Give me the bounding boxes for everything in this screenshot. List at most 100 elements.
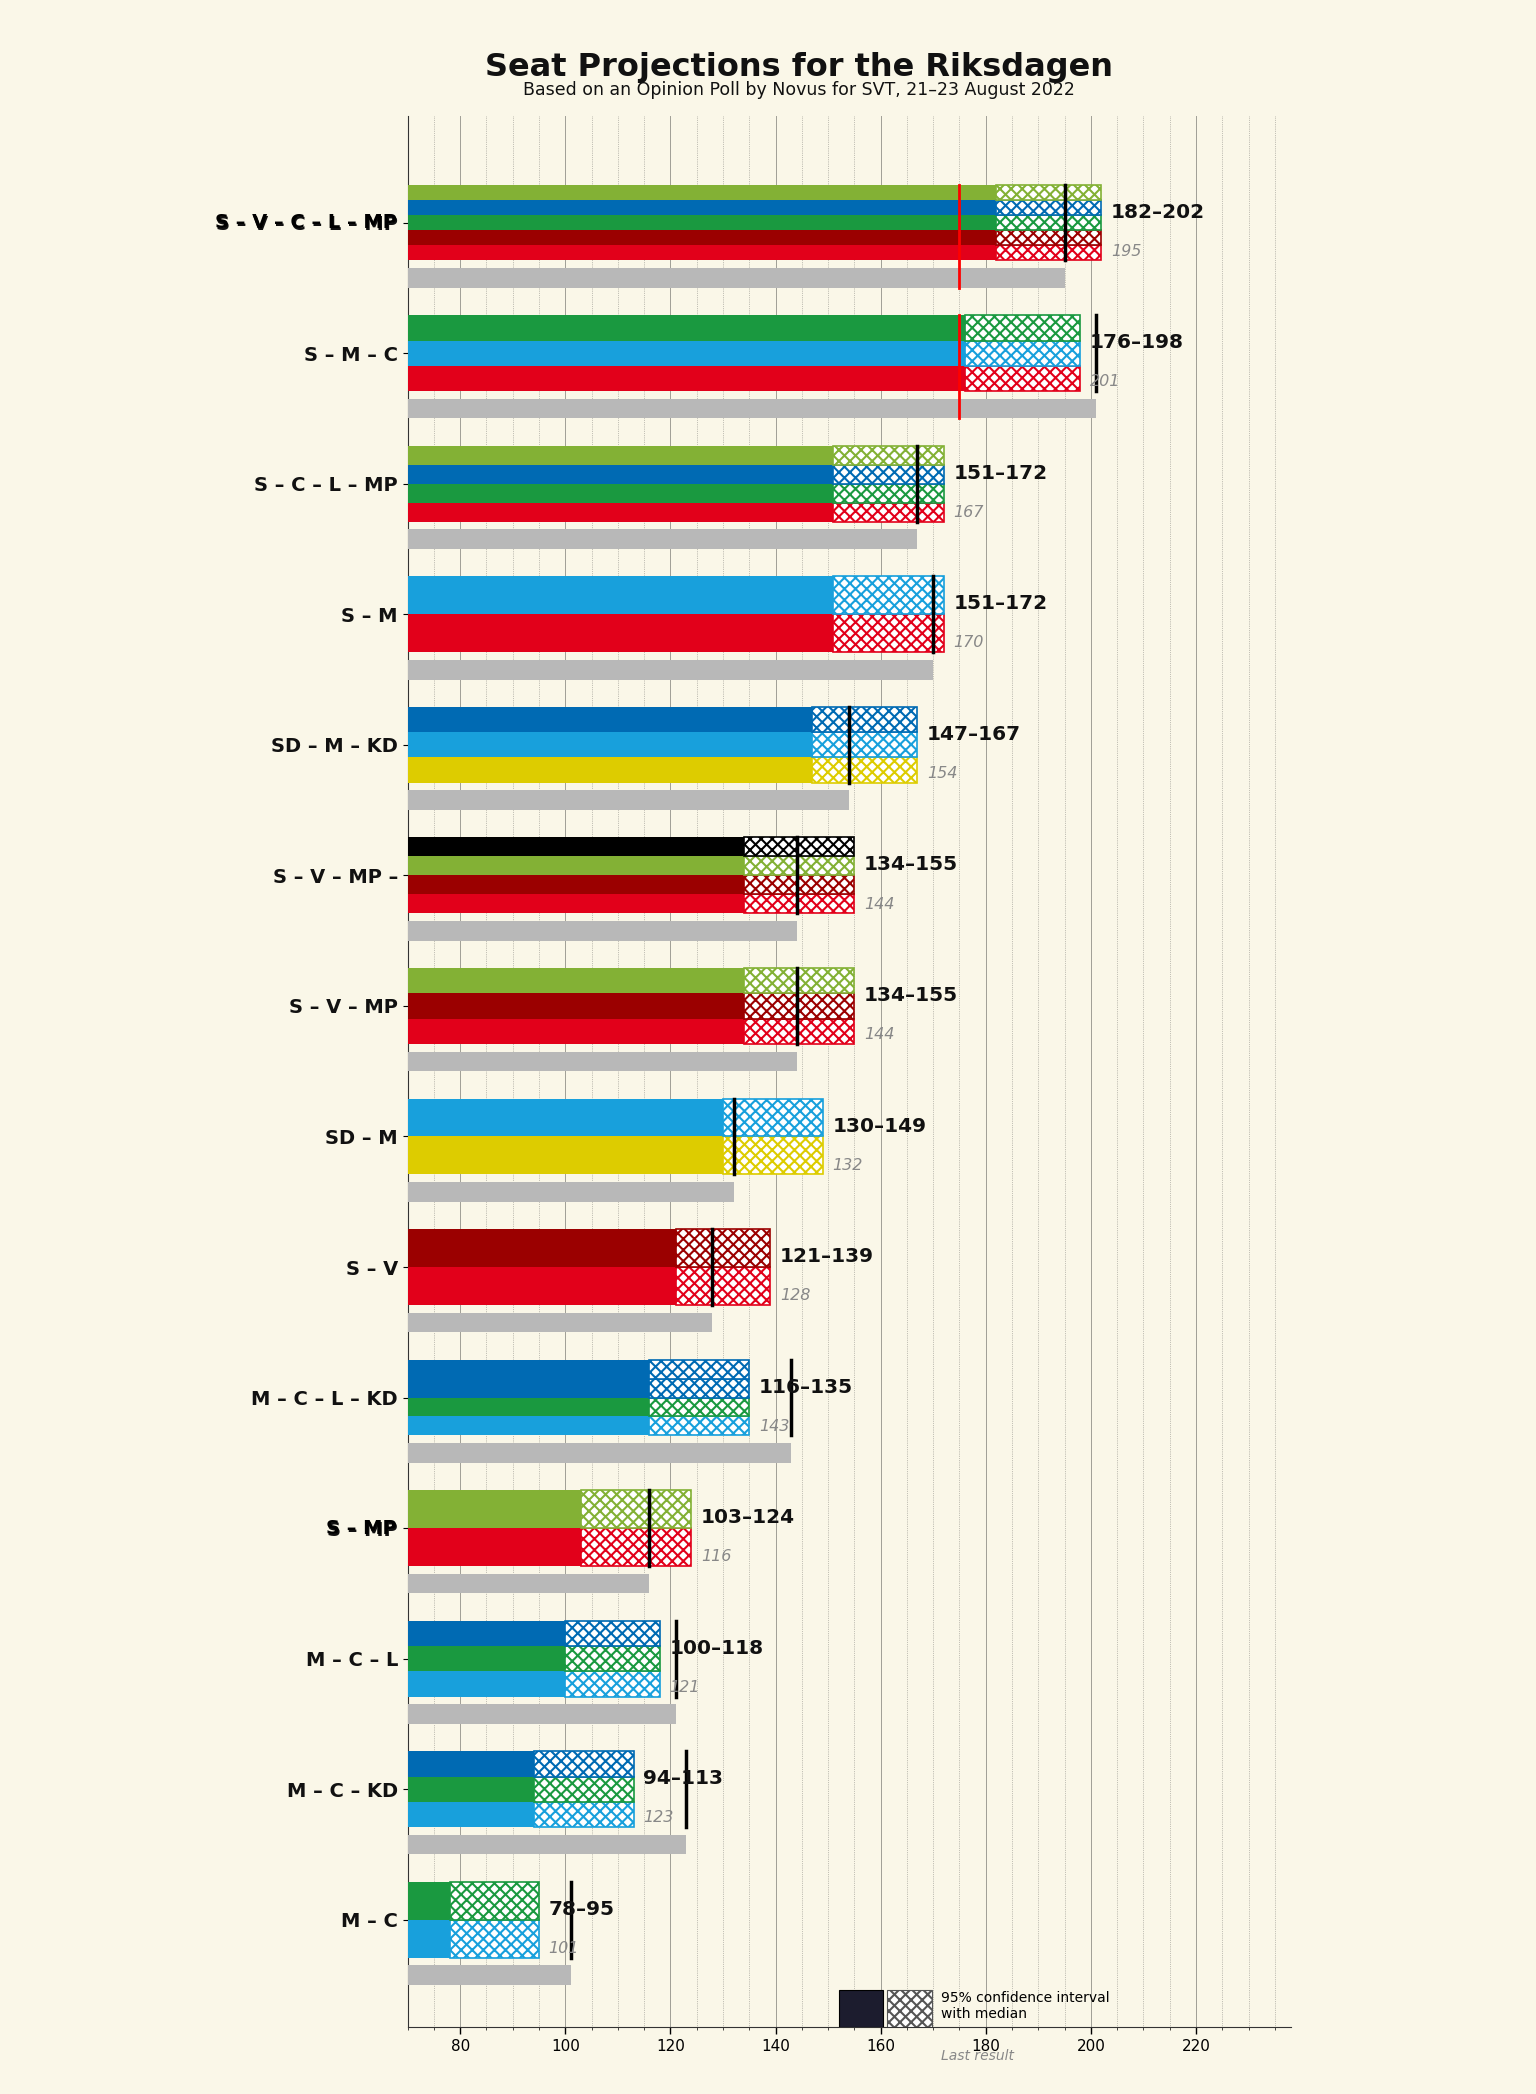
Bar	[407, 856, 743, 875]
Bar	[723, 1099, 823, 1137]
Bar	[565, 1621, 660, 1646]
Bar	[407, 268, 1064, 287]
Text: 101: 101	[548, 1941, 579, 1956]
Text: 121: 121	[670, 1679, 700, 1694]
Bar	[407, 1529, 581, 1566]
Text: Seat Projections for the Riksdagen: Seat Projections for the Riksdagen	[485, 52, 1112, 82]
Bar	[407, 1137, 723, 1175]
Bar	[407, 316, 965, 341]
Bar	[834, 614, 943, 651]
Text: 134–155: 134–155	[863, 986, 958, 1005]
Bar	[407, 341, 965, 366]
Bar	[407, 838, 743, 856]
Bar	[535, 1776, 634, 1801]
Bar	[407, 503, 834, 521]
Bar	[407, 660, 934, 681]
Bar	[650, 1397, 750, 1416]
Bar	[535, 1801, 634, 1828]
Bar	[407, 993, 743, 1018]
Bar	[407, 1883, 450, 1920]
Bar	[407, 199, 997, 216]
Bar	[407, 789, 849, 810]
Bar	[888, 2052, 932, 2069]
Text: 130–149: 130–149	[833, 1116, 926, 1135]
Bar	[407, 894, 743, 913]
Bar	[997, 184, 1101, 199]
Bar	[535, 1751, 634, 1776]
Bar	[407, 230, 997, 245]
Bar	[407, 1751, 535, 1776]
Text: 151–172: 151–172	[954, 595, 1048, 614]
Bar	[407, 1359, 650, 1378]
Text: 116–135: 116–135	[759, 1378, 852, 1397]
Bar	[407, 184, 997, 199]
Bar	[407, 484, 834, 503]
Text: 176–198: 176–198	[1091, 333, 1184, 352]
Bar	[997, 199, 1101, 216]
Bar	[839, 1989, 883, 2027]
Bar	[834, 446, 943, 465]
Bar	[407, 1575, 650, 1594]
Bar	[743, 1018, 854, 1043]
Bar	[450, 1883, 539, 1920]
Text: Last result: Last result	[942, 2048, 1014, 2063]
Text: 195: 195	[1111, 243, 1141, 260]
Text: 103–124: 103–124	[700, 1508, 796, 1527]
Bar	[743, 967, 854, 993]
Bar	[407, 245, 997, 260]
Text: 167: 167	[954, 505, 983, 519]
Bar	[581, 1491, 691, 1529]
Bar	[407, 1018, 743, 1043]
Text: 201: 201	[1091, 375, 1120, 389]
Bar	[965, 316, 1080, 341]
Bar	[407, 530, 917, 549]
Bar	[407, 875, 743, 894]
Bar	[407, 1267, 676, 1305]
Bar	[407, 1491, 581, 1529]
Bar	[813, 708, 917, 733]
Text: 143: 143	[759, 1420, 790, 1434]
Bar	[407, 967, 743, 993]
Text: S – V – C – L – MP: S – V – C – L – MP	[215, 214, 396, 232]
Text: 121–139: 121–139	[780, 1248, 874, 1267]
Bar	[407, 1920, 450, 1958]
Bar	[743, 875, 854, 894]
Bar	[407, 1183, 734, 1202]
Bar	[407, 1443, 791, 1464]
Bar	[407, 921, 797, 940]
Bar	[650, 1378, 750, 1397]
Bar	[407, 1397, 650, 1416]
Bar	[888, 1989, 932, 2027]
Text: 170: 170	[954, 634, 983, 651]
Bar	[723, 1137, 823, 1175]
Bar	[834, 465, 943, 484]
Text: 95% confidence interval
with median: 95% confidence interval with median	[942, 1991, 1109, 2021]
Bar	[407, 1801, 535, 1828]
Text: 78–95: 78–95	[548, 1899, 614, 1918]
Text: 144: 144	[863, 1028, 894, 1043]
Bar	[407, 1621, 565, 1646]
Bar	[650, 1416, 750, 1434]
Bar	[407, 366, 965, 392]
Bar	[407, 1966, 570, 1985]
Bar	[407, 1313, 713, 1332]
Bar	[565, 1671, 660, 1696]
Bar	[965, 366, 1080, 392]
Text: 116: 116	[700, 1550, 731, 1564]
Text: 154: 154	[926, 766, 957, 781]
Text: 132: 132	[833, 1158, 863, 1173]
Bar	[743, 838, 854, 856]
Bar	[407, 1776, 535, 1801]
Bar	[407, 1229, 676, 1267]
Text: 128: 128	[780, 1288, 809, 1302]
Text: 123: 123	[644, 1811, 673, 1826]
Bar	[407, 1671, 565, 1696]
Bar	[407, 216, 997, 230]
Bar	[650, 1359, 750, 1378]
Bar	[565, 1646, 660, 1671]
Text: Based on an Opinion Poll by Novus for SVT, 21–23 August 2022: Based on an Opinion Poll by Novus for SV…	[522, 82, 1075, 98]
Bar	[676, 1229, 770, 1267]
Bar	[407, 1646, 565, 1671]
Text: 134–155: 134–155	[863, 854, 958, 875]
Bar	[743, 856, 854, 875]
